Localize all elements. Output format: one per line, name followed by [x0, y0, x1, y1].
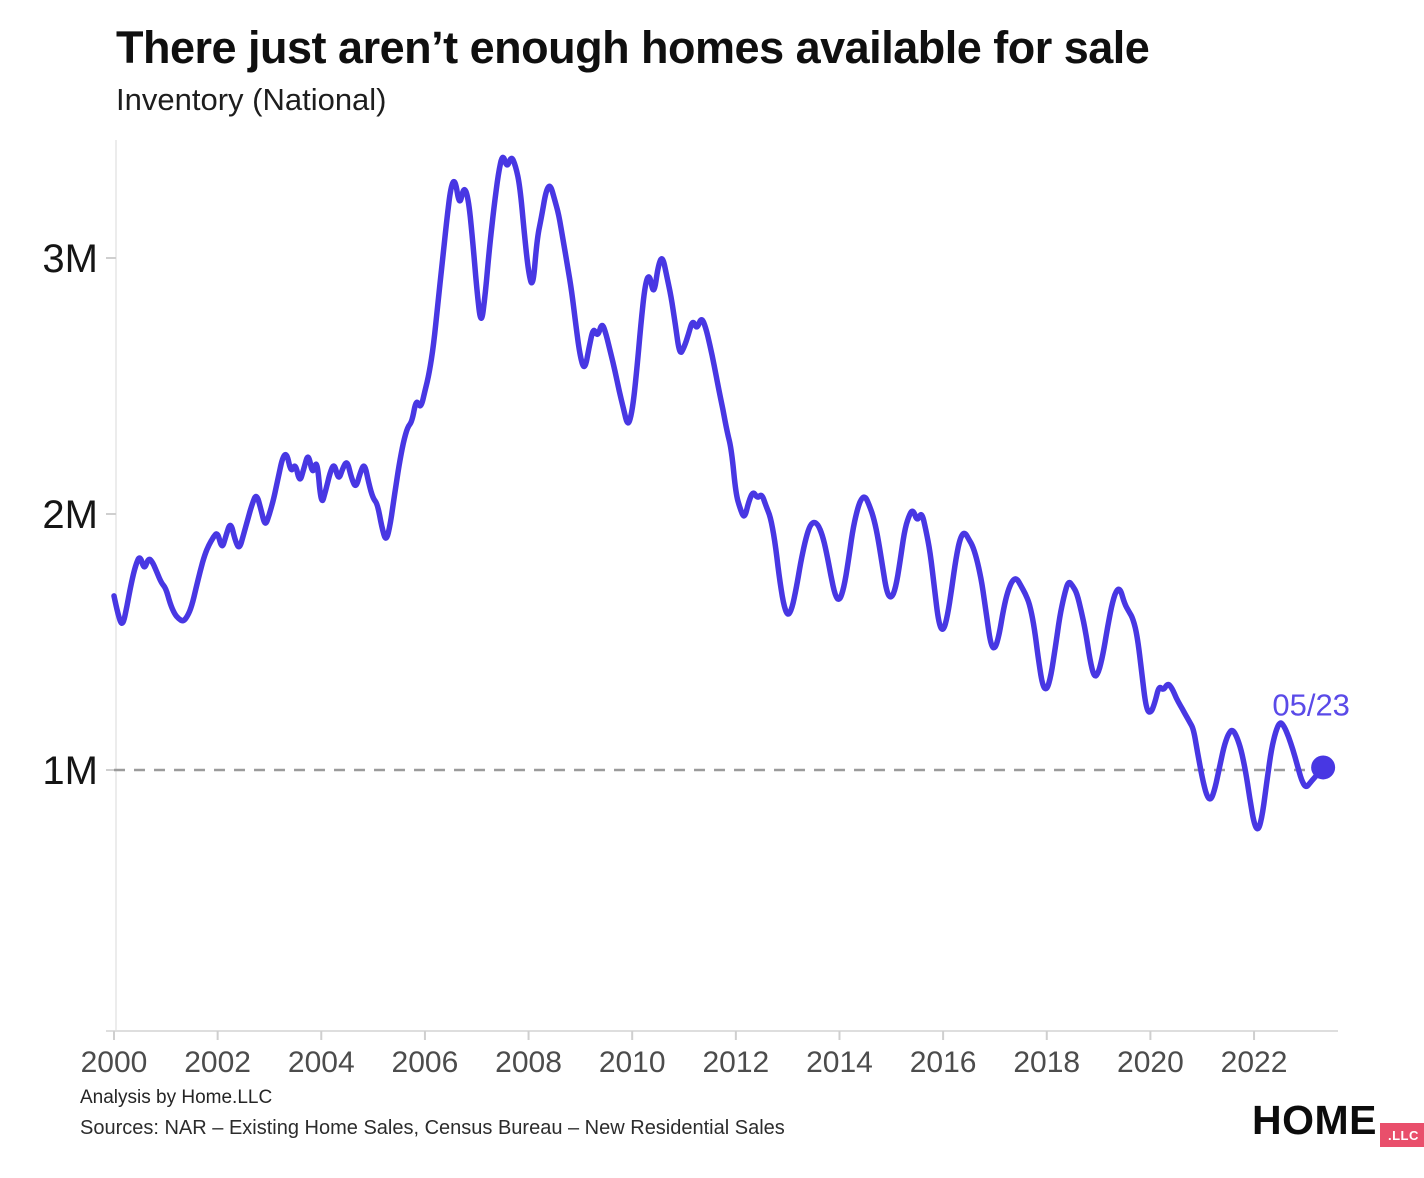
x-axis-label: 2008 [495, 1046, 562, 1079]
x-axis-label: 2012 [702, 1046, 769, 1079]
home-llc-logo: HOME .LLC [1252, 1097, 1424, 1147]
x-axis-label: 2016 [910, 1046, 977, 1079]
x-axis-label: 2010 [599, 1046, 666, 1079]
inventory-line [111, 154, 1326, 832]
sources-note: Sources: NAR – Existing Home Sales, Cens… [80, 1117, 785, 1139]
x-axis-label: 2006 [392, 1046, 459, 1079]
analysis-credit: Analysis by Home.LLC [80, 1087, 273, 1108]
logo-llc-badge: .LLC [1380, 1123, 1424, 1147]
annotation-05-23: 05/23 [1272, 687, 1350, 722]
x-axis-label: 2000 [81, 1046, 148, 1079]
chart-subtitle: Inventory (National) [116, 82, 387, 117]
x-axis-label: 2014 [806, 1046, 873, 1079]
x-axis-label: 2020 [1117, 1046, 1184, 1079]
x-axis-label: 2018 [1013, 1046, 1080, 1079]
logo-home-text: HOME [1252, 1097, 1377, 1143]
x-axis-label: 2002 [184, 1046, 251, 1079]
y-axis-label: 1M [42, 749, 98, 793]
x-axis-label: 2022 [1221, 1046, 1288, 1079]
x-axis-label: 2004 [288, 1046, 355, 1079]
chart-title: There just aren’t enough homes available… [116, 22, 1150, 73]
y-axis-label: 3M [42, 237, 98, 281]
final-point-dot [1311, 755, 1336, 780]
y-axis-label: 2M [42, 493, 98, 537]
